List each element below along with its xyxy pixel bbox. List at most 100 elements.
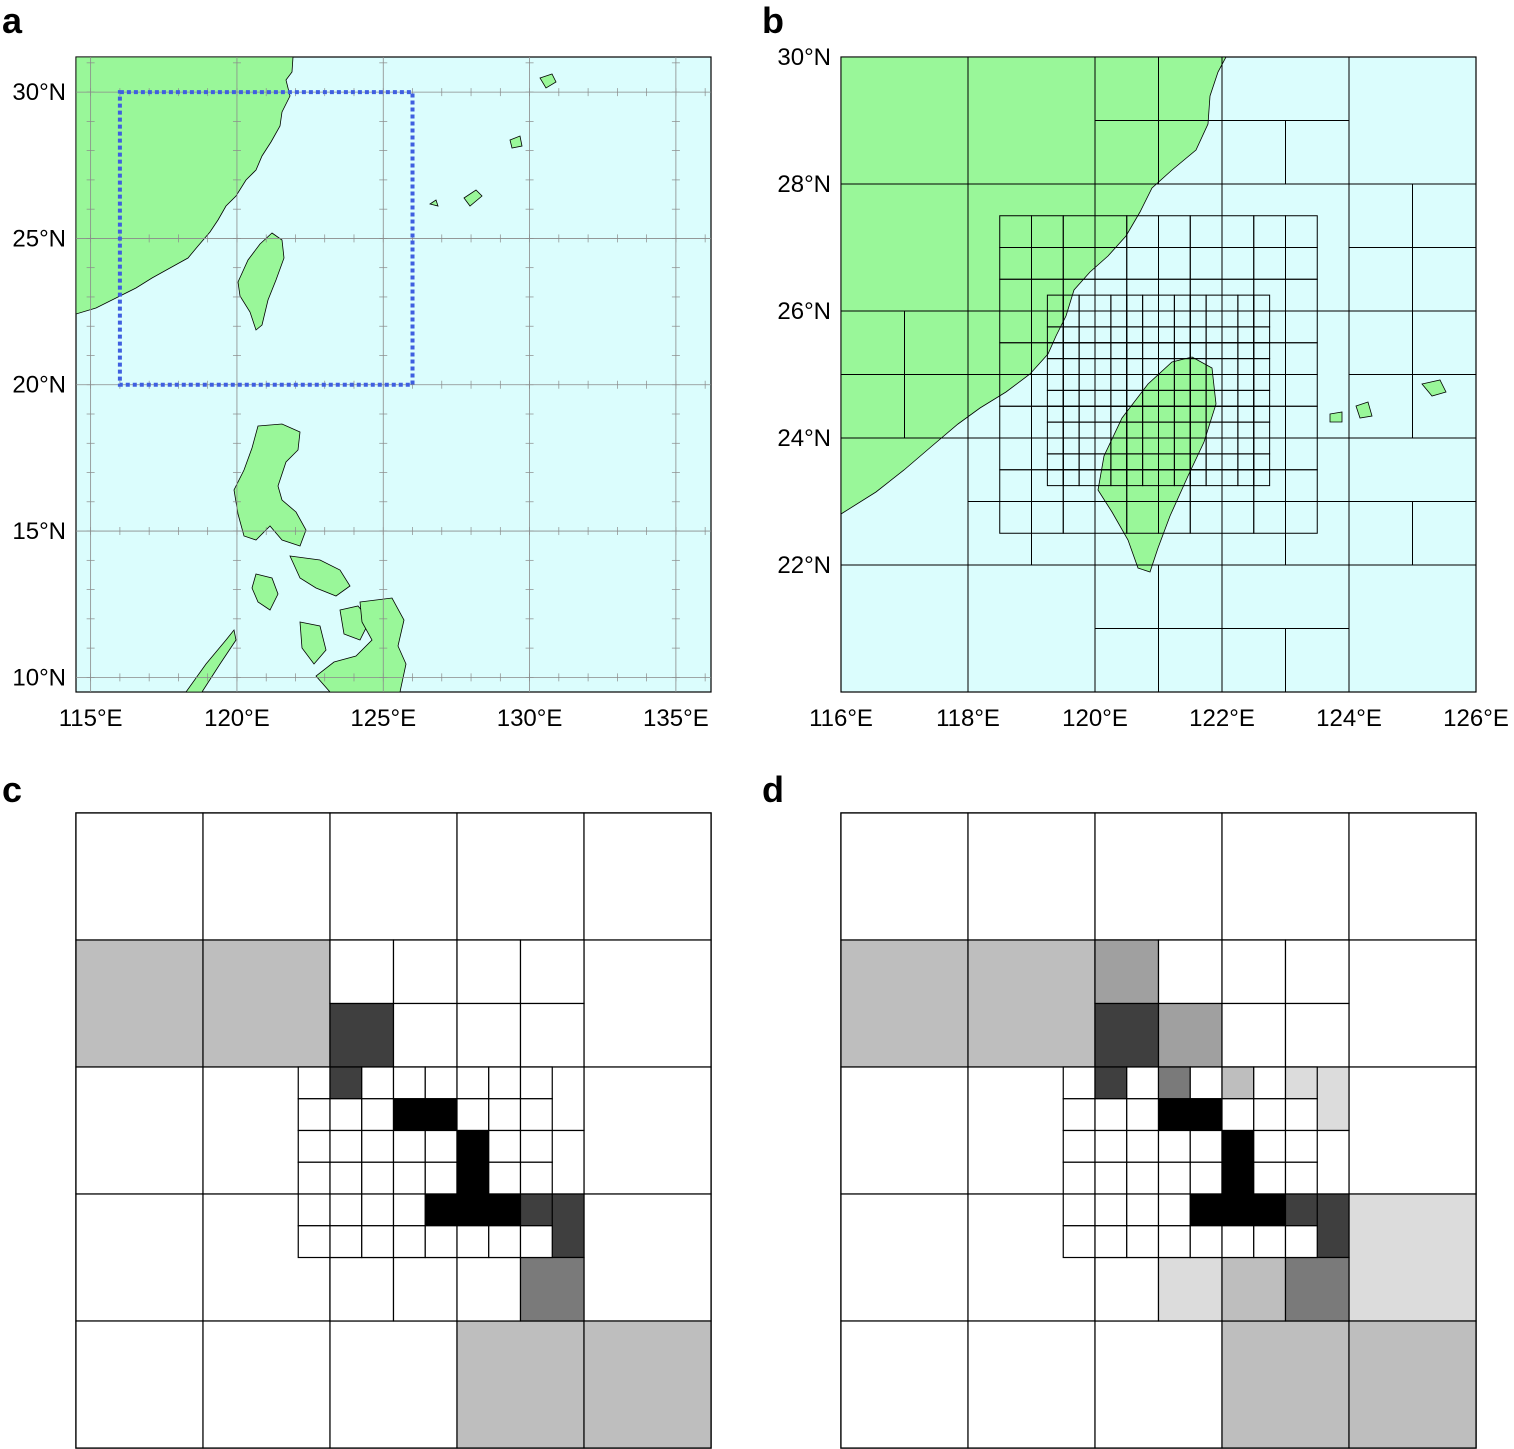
- partition-cell: [1157, 1129, 1191, 1163]
- partition-cell: [583, 1320, 712, 1449]
- amr-cell: [1285, 628, 1350, 693]
- partition-cell: [329, 812, 458, 941]
- partition-cell: [424, 1098, 458, 1132]
- partition-cell: [361, 1066, 395, 1100]
- partition-cell: [1284, 1225, 1318, 1259]
- partition-cell: [297, 1161, 331, 1195]
- partition-cell: [1157, 1066, 1191, 1100]
- partition-cell: [456, 939, 522, 1005]
- partition-cell: [1284, 1098, 1318, 1132]
- partition-cell: [75, 939, 204, 1068]
- partition-cell: [1126, 1066, 1160, 1100]
- partition-cell: [456, 1161, 490, 1195]
- partition-cell: [1094, 812, 1223, 941]
- partition-cell: [1157, 1161, 1191, 1195]
- partition-cell: [1284, 1161, 1318, 1195]
- amr-cell: [1412, 374, 1477, 439]
- partition-cell: [202, 1320, 331, 1449]
- x-tick-label: 126°E: [1443, 705, 1509, 732]
- partition-cell: [329, 1161, 363, 1195]
- panel-a-axis-labels: 115°E 120°E 125°E 130°E 135°E 10°N 15°N 20°N 25°…: [12, 79, 708, 732]
- x-tick-label: 125°E: [350, 705, 416, 732]
- amr-cell: [1158, 56, 1223, 121]
- partition-cell: [456, 1320, 585, 1449]
- partition-cell: [456, 1225, 490, 1259]
- x-tick-label: 130°E: [497, 705, 563, 732]
- y-tick-label: 22°N: [777, 552, 831, 579]
- okinawa-islands: [429, 73, 557, 207]
- partition-cell: [519, 1002, 585, 1068]
- partition-cell: [1348, 1320, 1477, 1449]
- partition-cell: [392, 1161, 426, 1195]
- partition-cell: [329, 939, 395, 1005]
- partition-cell: [424, 1193, 458, 1227]
- y-tick-label: 28°N: [777, 171, 831, 198]
- partition-cell: [1094, 939, 1160, 1005]
- partition-cell: [329, 1225, 363, 1259]
- partition-cell: [1126, 1193, 1160, 1227]
- partition-cell: [1189, 1193, 1223, 1227]
- panel-label-c: c: [2, 769, 22, 810]
- partition-cell: [1253, 1193, 1287, 1227]
- partition-cell: [329, 1193, 363, 1227]
- partition-cell: [297, 1225, 331, 1259]
- partition-cell: [297, 1193, 331, 1227]
- partition-cell: [840, 1066, 969, 1195]
- amr-cell: [1412, 501, 1477, 566]
- partition-cell: [1062, 1098, 1096, 1132]
- partition-cell: [583, 939, 712, 1068]
- partition-cell: [297, 1098, 331, 1132]
- partition-cell: [392, 1129, 426, 1163]
- partition-cell: [1157, 1193, 1191, 1227]
- partition-cell: [519, 1225, 553, 1259]
- partition-cell: [1348, 1066, 1477, 1195]
- partition-cell: [519, 1129, 553, 1163]
- partition-cell: [519, 939, 585, 1005]
- china-coast-land-b: [841, 57, 1227, 515]
- partition-cell: [1094, 1066, 1128, 1100]
- partition-cell: [840, 939, 969, 1068]
- partition-cell: [1221, 812, 1350, 941]
- partition-cell: [1062, 1161, 1096, 1195]
- partition-cell: [1284, 1129, 1318, 1163]
- y-tick-label: 30°N: [12, 79, 66, 106]
- y-tick-label: 25°N: [12, 225, 66, 252]
- partition-cell: [392, 1256, 458, 1322]
- partition-cell: [1284, 1193, 1318, 1227]
- partition-cell: [1062, 1129, 1096, 1163]
- partition-cell: [1094, 1161, 1128, 1195]
- partition-cell: [202, 812, 331, 941]
- partition-cell: [519, 1256, 585, 1322]
- partition-cell: [1189, 1225, 1223, 1259]
- partition-cell: [1189, 1161, 1223, 1195]
- partition-cell: [392, 939, 458, 1005]
- partition-cell: [1253, 1129, 1287, 1163]
- panel-d-partition: [840, 812, 1477, 1449]
- partition-cell: [361, 1193, 395, 1227]
- partition-cell: [583, 812, 712, 941]
- panel-label-d: d: [762, 769, 784, 810]
- inset-domain-box: [117, 90, 415, 387]
- partition-cell: [1221, 1193, 1255, 1227]
- partition-cell: [392, 1098, 426, 1132]
- x-tick-label: 115°E: [59, 705, 123, 732]
- partition-cell: [1253, 1066, 1287, 1100]
- partition-cell: [1253, 1225, 1287, 1259]
- panel-label-b: b: [762, 0, 784, 41]
- partition-cell: [1284, 1002, 1350, 1068]
- partition-cell: [1284, 1256, 1350, 1322]
- partition-cell: [297, 1066, 331, 1100]
- partition-cell: [1221, 1098, 1255, 1132]
- partition-cell: [1253, 1098, 1287, 1132]
- x-tick-label: 135°E: [643, 705, 709, 732]
- partition-cell: [456, 1098, 490, 1132]
- panel-label-a: a: [2, 0, 23, 41]
- partition-cell: [456, 1066, 490, 1100]
- partition-cell: [1221, 939, 1287, 1005]
- partition-cell: [1221, 1225, 1255, 1259]
- partition-cell: [329, 1320, 458, 1449]
- partition-cell: [488, 1098, 522, 1132]
- partition-cell: [840, 1320, 969, 1449]
- partition-cell: [329, 1066, 363, 1100]
- x-tick-label: 118°E: [936, 705, 1000, 732]
